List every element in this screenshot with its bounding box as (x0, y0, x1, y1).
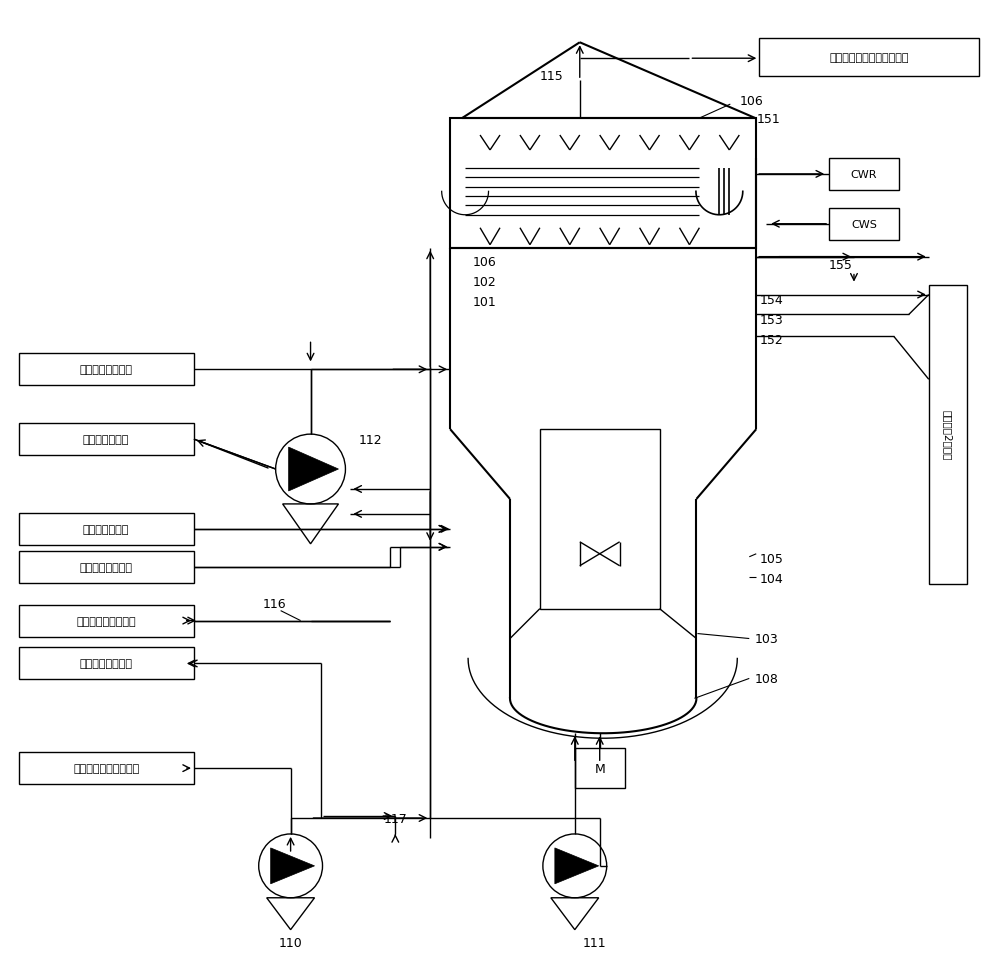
Text: 103: 103 (754, 633, 778, 645)
Bar (540, 430, 660, 609)
Bar (450, 119, 756, 249)
Text: 含铵工艺水自装置外来: 含铵工艺水自装置外来 (73, 763, 139, 773)
Text: M: M (594, 761, 605, 775)
Text: 装置内返回冷凝液: 装置内返回冷凝液 (80, 365, 133, 375)
Bar (759, 39, 979, 77)
Text: 152: 152 (759, 334, 783, 347)
Text: 110: 110 (279, 936, 302, 949)
Bar (829, 209, 899, 240)
Polygon shape (271, 848, 315, 883)
Text: 结晶浆浩2装置内: 结晶浆浩2装置内 (943, 410, 953, 460)
Bar (19, 424, 194, 456)
Bar (19, 753, 194, 784)
Text: 硫铵母液自装置内来: 硫铵母液自装置内来 (76, 616, 136, 626)
Bar (19, 514, 194, 545)
Text: 气氨自装置外来: 气氨自装置外来 (83, 524, 129, 535)
Text: 101: 101 (473, 295, 497, 309)
Bar (929, 285, 967, 584)
Text: 117: 117 (383, 812, 407, 824)
Text: 未凝汽至装置真空冷凝系统: 未凝汽至装置真空冷凝系统 (829, 53, 909, 63)
Text: 重排液自装置外来: 重排液自装置外来 (80, 562, 133, 572)
Text: 111: 111 (583, 936, 607, 949)
Text: 104: 104 (759, 573, 783, 585)
Text: CWR: CWR (851, 170, 877, 180)
Text: 105: 105 (759, 553, 783, 566)
Bar (19, 551, 194, 583)
Bar (575, 748, 625, 788)
Text: 151: 151 (756, 112, 780, 126)
Text: CWS: CWS (851, 219, 877, 230)
Text: 108: 108 (754, 672, 778, 685)
Text: 116: 116 (263, 598, 286, 611)
Polygon shape (555, 848, 599, 883)
Text: 153: 153 (759, 314, 783, 327)
Text: 102: 102 (473, 275, 497, 289)
Text: 106: 106 (739, 94, 763, 108)
Bar (19, 605, 194, 637)
Text: 154: 154 (759, 294, 783, 307)
Text: 112: 112 (359, 434, 382, 446)
Text: 酬胺油至装置内: 酬胺油至装置内 (83, 435, 129, 445)
Bar (19, 648, 194, 679)
Text: 155: 155 (829, 259, 853, 272)
Text: 106: 106 (473, 255, 497, 269)
Text: 硫铵浆液至装置内: 硫铵浆液至装置内 (80, 659, 133, 669)
Bar (829, 159, 899, 191)
Polygon shape (289, 448, 338, 492)
Text: 115: 115 (540, 70, 564, 83)
Bar (19, 354, 194, 386)
